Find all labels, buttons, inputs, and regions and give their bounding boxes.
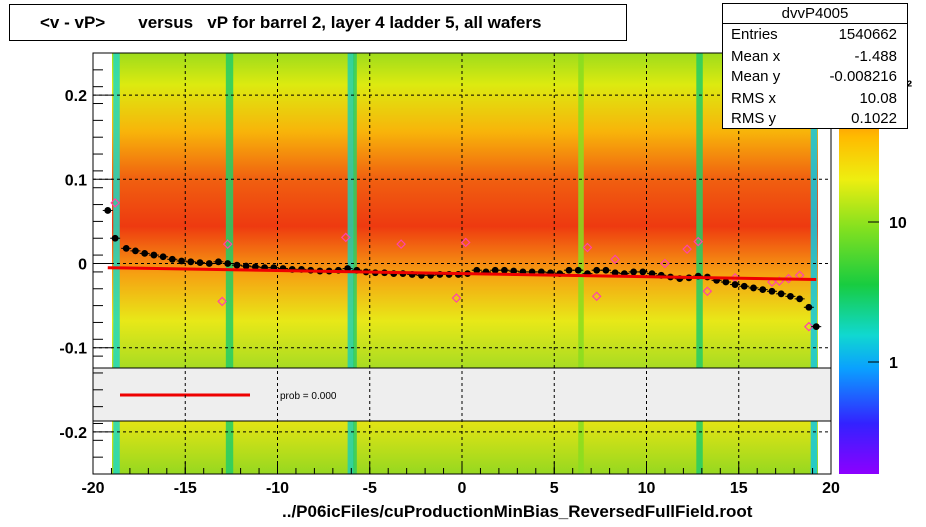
x-tick-label: 0: [458, 480, 467, 497]
open-marker: [682, 244, 692, 255]
stats-box: dvvP4005 Entries 1540662 Mean x -1.488 M…: [722, 3, 908, 129]
open-marker: [783, 273, 794, 284]
x-tick-label: 10: [638, 480, 656, 497]
heatmap-stripe: [810, 421, 818, 474]
y-tick-label: -0.1: [59, 341, 87, 358]
stats-value: 1540662: [838, 26, 897, 43]
open-marker: [693, 236, 704, 247]
open-marker: [396, 239, 406, 249]
x-tick-label: -20: [81, 480, 104, 497]
open-marker: [217, 296, 227, 307]
open-marker: [110, 198, 120, 208]
open-marker: [451, 293, 462, 303]
stats-row-rms-x: RMS x 10.08: [731, 90, 897, 110]
stats-key: RMS x: [731, 90, 776, 107]
chart-title: <v - vP> versus vP for barrel 2, layer 4…: [40, 13, 542, 32]
fit-line: [107, 266, 817, 281]
open-marker: [340, 232, 351, 243]
open-marker: [702, 286, 713, 297]
heatmap-stripe: [347, 53, 355, 368]
title-box: <v - vP> versus vP for barrel 2, layer 4…: [9, 4, 627, 41]
heatmap: [112, 53, 818, 474]
heatmap-stripe: [225, 53, 234, 368]
open-marker: [660, 258, 670, 269]
z-tick-label: 10: [889, 215, 907, 232]
heatmap-stripe: [810, 53, 818, 368]
x-tick-label: -5: [363, 480, 377, 497]
stats-value: -1.488: [854, 48, 897, 65]
x-tick-label: -15: [174, 480, 197, 497]
heatmap-stripe: [113, 53, 120, 368]
x-tick-label: 5: [550, 480, 559, 497]
heatmap-lower: [112, 421, 818, 474]
y-tick-label: -0.2: [59, 425, 87, 442]
y-tick-label: 0.1: [65, 172, 87, 189]
stats-value: 0.1022: [851, 110, 897, 127]
stats-key: Entries: [731, 26, 778, 43]
heatmap-stripe: [353, 421, 357, 474]
open-marker: [222, 239, 233, 249]
stats-value: -0.008216: [829, 68, 897, 85]
stats-row-mean-y: Mean y -0.008216: [731, 68, 897, 88]
axes: -20 -15 -10 -5 0 5 10 15 20 -0.2 -0.1 0 0.1 0.2: [59, 52, 840, 497]
heatmap-stripe: [353, 53, 357, 368]
stats-key: Mean x: [731, 48, 781, 65]
heatmap-stripe: [578, 53, 584, 368]
heatmap-stripe: [696, 421, 703, 474]
open-marker: [804, 321, 814, 332]
heatmap-stripes: [113, 53, 818, 474]
x-tick-label: 20: [822, 480, 840, 497]
open-marker: [610, 254, 620, 265]
heatmap-upper: [112, 53, 818, 368]
y-tick-label: 0.2: [65, 88, 87, 105]
stats-row-entries: Entries 1540662: [731, 26, 897, 46]
stats-row-rms-y: RMS y 0.1022: [731, 110, 897, 130]
stats-key: RMS y: [731, 110, 776, 127]
stats-key: Mean y: [731, 68, 781, 85]
x-tick-label: 15: [730, 480, 748, 497]
open-marker: [767, 277, 777, 287]
open-marker: [591, 291, 602, 302]
heatmap-stripe: [696, 53, 703, 368]
open-markers: [110, 198, 814, 332]
legend-fit-label: prob = 0.000: [280, 391, 337, 402]
x-tick-label: -10: [266, 480, 289, 497]
z-tick-label: 1: [889, 355, 898, 372]
stats-name: dvvP4005: [723, 4, 907, 24]
open-marker: [460, 237, 471, 248]
stats-value: 10.08: [859, 90, 897, 107]
stats-row-mean-x: Mean x -1.488: [731, 48, 897, 68]
heatmap-stripe: [347, 421, 355, 474]
heatmap-stripe: [225, 421, 234, 474]
heatmap-stripe: [113, 421, 120, 474]
open-marker: [582, 242, 593, 253]
y-tick-label: 0: [78, 257, 87, 274]
source-file-label: ../P06icFiles/cuProductionMinBias_Revers…: [282, 502, 753, 521]
heatmap-stripe: [578, 421, 584, 474]
